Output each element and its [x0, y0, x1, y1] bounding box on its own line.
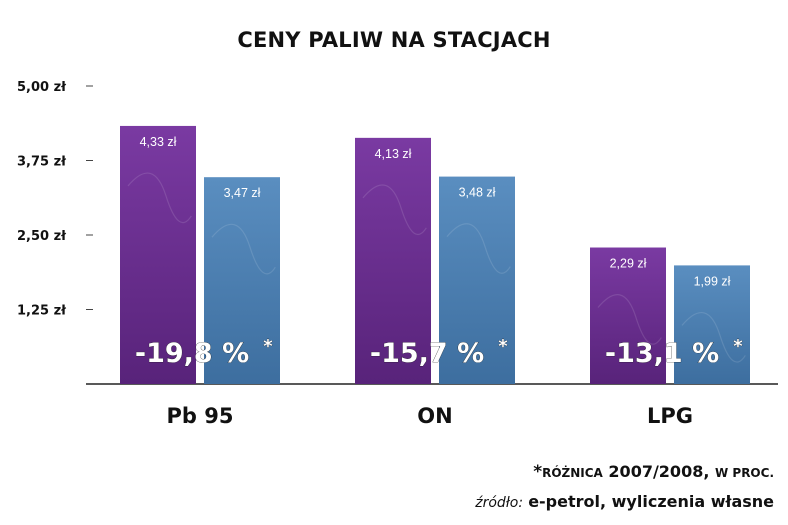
bar-texture — [446, 223, 511, 274]
difference-label: -13,1 % — [605, 338, 719, 369]
y-tick-label: 2,50 zł — [17, 229, 67, 244]
bar-value-label: 2,29 zł — [610, 257, 647, 271]
y-tick-label: 1,25 zł — [17, 304, 67, 319]
difference-label: -19,8 % — [135, 338, 249, 369]
bar — [355, 137, 431, 384]
footnote: *RÓŻNICA 2007/2008, W PROC. — [533, 462, 774, 482]
bar — [204, 177, 280, 384]
footnote-years: 2007/2008, — [608, 462, 710, 481]
bar-value-label: 4,13 zł — [375, 147, 412, 161]
bar-texture — [127, 172, 192, 224]
bar-texture — [681, 311, 746, 363]
source-note: źródło: e-petrol, wyliczenia własne — [475, 492, 774, 511]
y-tick-label: 3,75 zł — [17, 155, 67, 170]
x-category-label: Pb 95 — [167, 404, 234, 428]
difference-star: * — [263, 336, 273, 357]
x-category-label: ON — [417, 404, 452, 428]
difference-star: * — [733, 336, 743, 357]
difference-label: -15,7 % — [370, 338, 484, 369]
footnote-star: * — [533, 462, 543, 482]
bar — [120, 125, 196, 384]
bar-texture — [211, 223, 276, 275]
x-category-label: LPG — [647, 404, 693, 428]
source-label: źródło: — [475, 495, 524, 511]
y-tick-label: 5,00 zł — [17, 80, 67, 95]
bar-value-label: 4,33 zł — [140, 135, 177, 149]
footnote-text-2: W PROC. — [714, 466, 774, 480]
bar-texture — [597, 294, 662, 345]
bar-value-label: 1,99 zł — [694, 274, 731, 288]
bar — [674, 265, 750, 384]
chart-title: CENY PALIW NA STACJACH — [237, 28, 551, 52]
bar — [590, 247, 666, 384]
bar — [439, 176, 515, 384]
source-value: e-petrol, wyliczenia własne — [528, 492, 774, 511]
bar-texture — [362, 184, 427, 236]
difference-star: * — [498, 336, 508, 357]
bar-value-label: 3,47 zł — [224, 186, 261, 200]
footnote-text-1: RÓŻNICA — [542, 466, 603, 480]
bar-value-label: 3,48 zł — [459, 186, 496, 200]
